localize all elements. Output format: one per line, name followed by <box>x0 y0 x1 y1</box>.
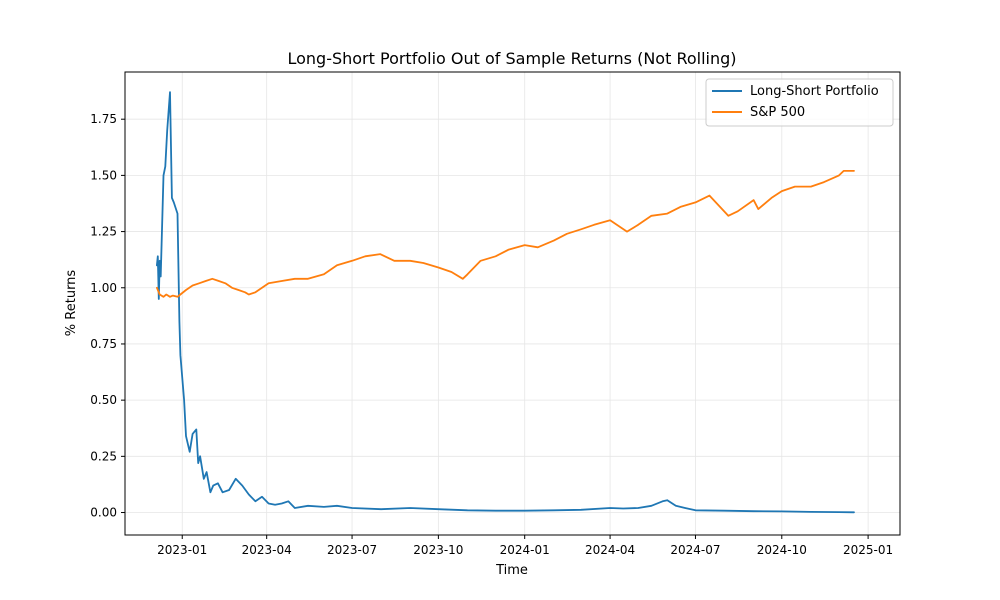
x-tick-label: 2024-04 <box>585 543 635 557</box>
y-tick-label: 0.75 <box>90 337 117 351</box>
grid <box>125 72 900 535</box>
y-tick-label: 0.50 <box>90 393 117 407</box>
legend-box <box>705 78 894 127</box>
x-tick-label: 2024-07 <box>670 543 720 557</box>
y-tick-label: 1.75 <box>90 112 117 126</box>
plot-frame <box>124 71 901 536</box>
legend-label-sp500: S&P 500 <box>750 105 805 120</box>
y-tick-label: 1.50 <box>90 168 117 182</box>
x-tick-label: 2023-10 <box>413 543 463 557</box>
x-tick-label: 2025-01 <box>843 543 893 557</box>
y-tick-label: 0.00 <box>90 506 117 520</box>
series-lines <box>155 91 855 514</box>
y-tick-label: 0.25 <box>90 449 117 463</box>
x-tick-label: 2024-10 <box>757 543 807 557</box>
x-axis-label: Time <box>495 563 528 578</box>
y-tick-label: 1.25 <box>90 225 117 239</box>
y-axis-ticks: 0.00 0.25 0.50 0.75 1.00 1.25 1.50 1.75 <box>90 112 125 520</box>
y-tick-label: 1.00 <box>90 281 117 295</box>
x-tick-label: 2024-01 <box>500 543 550 557</box>
x-axis-ticks: 2023-01 2023-04 2023-07 2023-10 2024-01 2024-… <box>157 535 893 557</box>
x-tick-label: 2023-01 <box>157 543 207 557</box>
y-axis-label: % Returns <box>64 270 79 337</box>
legend-label-long-short: Long-Short Portfolio <box>750 84 879 99</box>
long-short-portfolio-line <box>155 91 855 514</box>
x-tick-label: 2023-07 <box>327 543 377 557</box>
sp500-line <box>155 169 855 298</box>
legend: Long-Short Portfolio S&P 500 <box>705 78 894 127</box>
x-tick-label: 2023-04 <box>242 543 292 557</box>
chart-title: Long-Short Portfolio Out of Sample Retur… <box>287 49 736 68</box>
